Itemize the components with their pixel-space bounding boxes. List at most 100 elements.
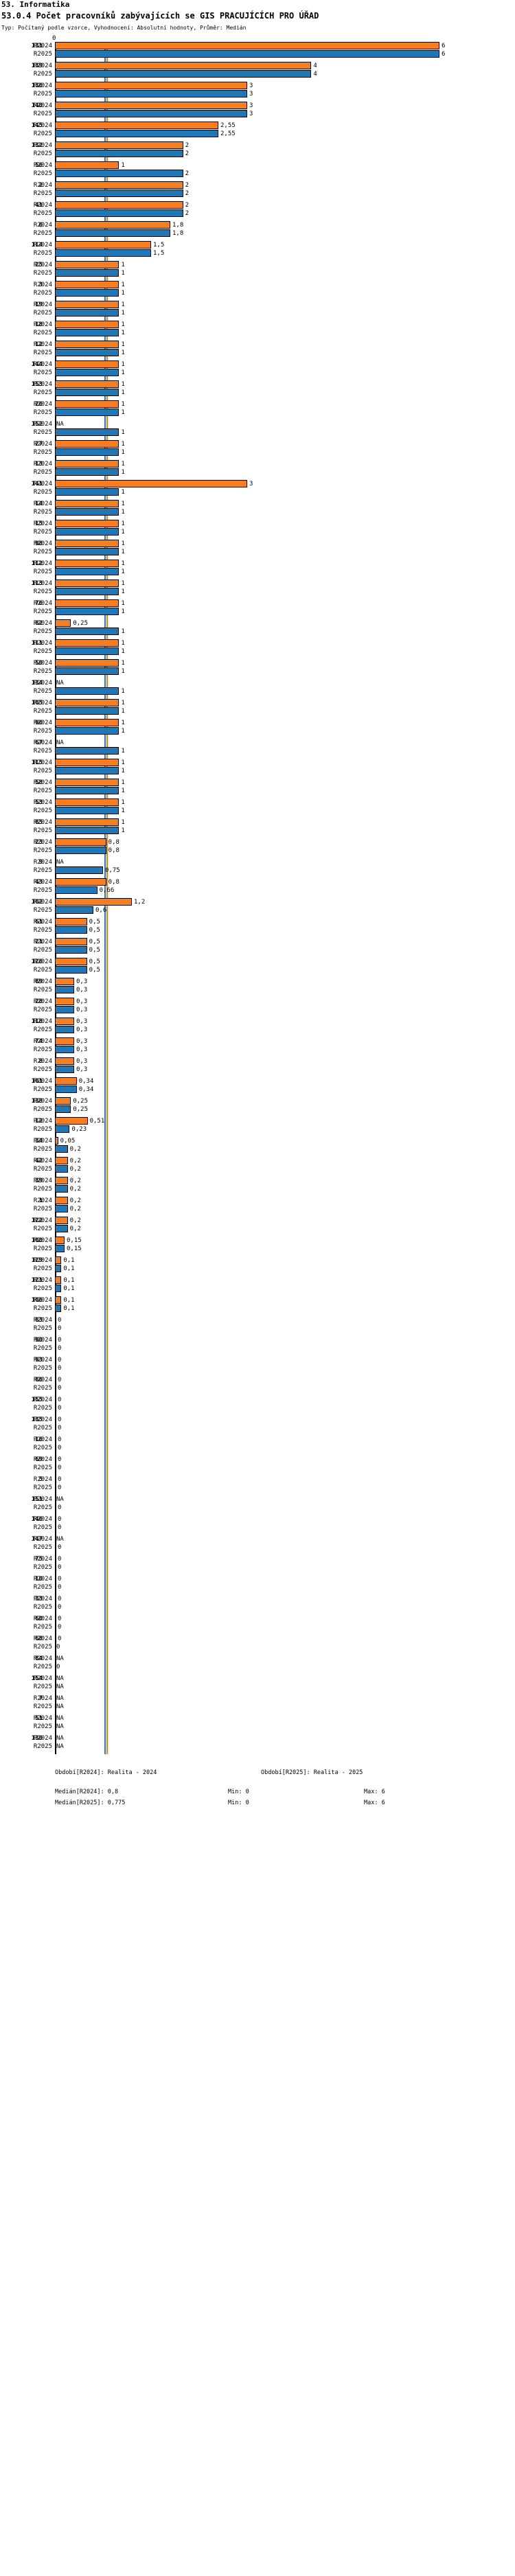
bar — [55, 1057, 74, 1065]
bar-track: 6 — [55, 42, 515, 50]
bar — [55, 767, 119, 774]
bar-value-label: 0,15 — [67, 1237, 82, 1244]
table-row: 154 R2024 NA — [0, 1675, 515, 1683]
table-row: R2025 0 — [0, 1523, 515, 1532]
bar — [55, 866, 103, 874]
category-label: 83 — [35, 1317, 43, 1324]
series-label: R2025 — [33, 927, 52, 934]
table-row: R2025 0,2 — [0, 1185, 515, 1193]
bar — [55, 619, 71, 627]
bar-value-label: 1 — [121, 441, 125, 448]
bar-track: 0,25 — [55, 1105, 515, 1114]
category-label: 154 — [31, 1675, 43, 1682]
bar-value-label: 0 — [58, 1425, 62, 1431]
table-row: 26 R2024 1 — [0, 400, 515, 409]
bar-track: NA — [55, 679, 515, 687]
series-label: R2025 — [33, 1564, 52, 1571]
category-label: 9 — [38, 859, 43, 866]
series-label: R2024 — [33, 1735, 52, 1742]
table-row: R2025 1 — [0, 787, 515, 795]
bar-track: 0,2 — [55, 1225, 515, 1233]
table-row: 14 R2024 1 — [0, 500, 515, 508]
table-row: R2025 1 — [0, 727, 515, 735]
bar — [55, 380, 119, 388]
series-label: R2024 — [33, 1337, 52, 1344]
bar-value-label: 0,8 — [108, 847, 119, 854]
table-row: 53 R2024 1 — [0, 798, 515, 807]
bar — [55, 440, 119, 448]
bar-value-label: 0 — [58, 1524, 62, 1531]
table-row: R2025 0 — [0, 1663, 515, 1671]
bar-value-label: 0,25 — [73, 620, 89, 627]
bar-group: 5 R2024 0 R2025 0 — [0, 1475, 515, 1495]
bar-value-label: 0,2 — [69, 1206, 81, 1212]
bar — [55, 249, 151, 257]
series-label: R2024 — [33, 540, 52, 547]
category-label: 74 — [35, 1038, 43, 1045]
bar-group: 134 R2024 NA R2025 1 — [0, 679, 515, 699]
bar — [55, 289, 119, 297]
bar-track: 0,5 — [55, 918, 515, 926]
bar-value-label: 1 — [121, 688, 125, 695]
bar-track: 0 — [55, 1603, 515, 1611]
bar-track: 2 — [55, 150, 515, 158]
series-label: R2024 — [33, 381, 52, 388]
bar-group: 23 R2024 0,8 R2025 0,8 — [0, 838, 515, 858]
bar-track: 0 — [55, 1376, 515, 1384]
series-label: R2025 — [33, 150, 52, 157]
bar-value-label: 0,15 — [67, 1245, 82, 1252]
table-row: 42 R2024 0,2 — [0, 1157, 515, 1165]
series-label: R2025 — [33, 1644, 52, 1651]
bar-track: 1 — [55, 380, 515, 389]
bar-group: 58 R2024 1 R2025 1 — [0, 779, 515, 798]
bar-track: NA — [55, 1703, 515, 1711]
bar — [55, 508, 119, 516]
bar-value-label: 0,1 — [63, 1277, 75, 1284]
series-label: R2025 — [33, 787, 52, 794]
table-row: 50 R2024 1 — [0, 659, 515, 667]
table-row: 118 R2024 0,3 — [0, 1017, 515, 1026]
bar-track: 1 — [55, 667, 515, 676]
bar-track: 1 — [55, 508, 515, 516]
na-value-label: NA — [56, 1715, 64, 1722]
series-label: R2025 — [33, 409, 52, 416]
bar — [55, 122, 218, 129]
bar-value-label: 1 — [121, 290, 125, 297]
bar-value-label: 1 — [121, 409, 125, 416]
table-row: R2025 1 — [0, 389, 515, 397]
bar-group: 53 R2024 1 R2025 1 — [0, 798, 515, 818]
category-label: 151 — [31, 1496, 43, 1503]
category-label: 2 — [38, 182, 43, 189]
table-row: 19 R2024 1 — [0, 301, 515, 309]
bar-group: 86 R2024 0 R2025 0 — [0, 1376, 515, 1396]
series-label: R2024 — [33, 222, 52, 229]
bar-track: 0,2 — [55, 1177, 515, 1185]
category-label: 131 — [31, 43, 43, 49]
bar-track: 1 — [55, 161, 515, 170]
series-label: R2025 — [33, 1345, 52, 1352]
bar-value-label: 0,3 — [76, 987, 88, 993]
table-row: 41 R2024 2 — [0, 201, 515, 209]
bar-group: 136 R2024 3 R2025 3 — [0, 82, 515, 102]
bar-track: 1 — [55, 827, 515, 835]
bar-track: 0,2 — [55, 1205, 515, 1213]
series-label: R2024 — [33, 1695, 52, 1702]
series-label: R2025 — [33, 1524, 52, 1531]
table-row: R2025 1 — [0, 608, 515, 616]
bar — [55, 579, 119, 587]
series-label: R2024 — [33, 1257, 52, 1264]
bar-value-label: 1 — [121, 560, 125, 567]
bar-group: 111 R2024 1 R2025 1 — [0, 639, 515, 659]
series-label: R2025 — [33, 1285, 52, 1292]
bar — [55, 520, 119, 527]
series-label: R2025 — [33, 628, 52, 635]
bar-group: 41 R2024 2 R2025 2 — [0, 201, 515, 221]
bar-value-label: 2 — [185, 210, 190, 217]
bar-group: 145 R2024 2,55 R2025 2,55 — [0, 122, 515, 141]
bar — [55, 161, 119, 169]
table-row: 86 R2024 0 — [0, 1376, 515, 1384]
bar-value-label: 1 — [121, 819, 125, 826]
series-label: R2024 — [33, 779, 52, 786]
bar — [55, 1245, 65, 1252]
